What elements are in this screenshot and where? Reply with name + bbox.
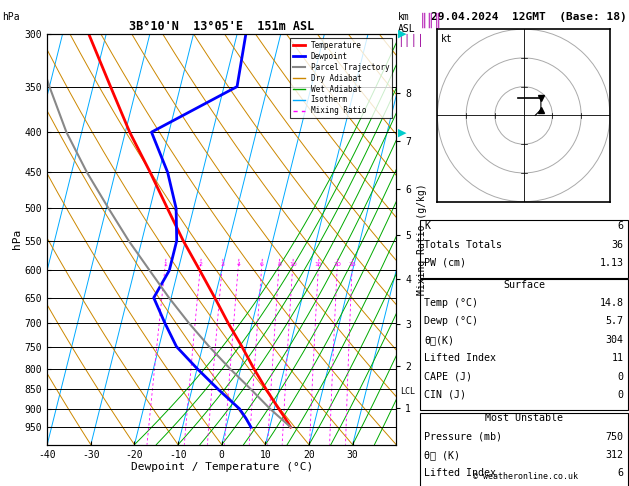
- X-axis label: Dewpoint / Temperature (°C): Dewpoint / Temperature (°C): [131, 462, 313, 472]
- Text: Temp (°C): Temp (°C): [425, 298, 478, 308]
- Text: 3: 3: [220, 262, 225, 267]
- Text: 0: 0: [618, 371, 623, 382]
- Text: 25: 25: [348, 262, 356, 267]
- Text: Dewp (°C): Dewp (°C): [425, 316, 478, 327]
- Text: hPa: hPa: [2, 12, 19, 22]
- Text: 36: 36: [611, 240, 623, 250]
- Text: Pressure (mb): Pressure (mb): [425, 432, 503, 442]
- Text: © weatheronline.co.uk: © weatheronline.co.uk: [473, 472, 577, 481]
- Text: 8: 8: [277, 262, 281, 267]
- Y-axis label: Mixing Ratio (g/kg): Mixing Ratio (g/kg): [417, 184, 426, 295]
- Text: 5.7: 5.7: [606, 316, 623, 327]
- Text: ▶: ▶: [398, 127, 406, 137]
- Text: θᴇ(K): θᴇ(K): [425, 335, 454, 345]
- Bar: [420, 279, 628, 410]
- Text: Totals Totals: Totals Totals: [425, 240, 503, 250]
- Text: CAPE (J): CAPE (J): [425, 371, 472, 382]
- Text: Lifted Index: Lifted Index: [425, 469, 496, 479]
- Text: 1.13: 1.13: [599, 258, 623, 268]
- Text: ASL: ASL: [398, 24, 415, 35]
- Text: Lifted Index: Lifted Index: [425, 353, 496, 363]
- Text: LCL: LCL: [401, 387, 415, 396]
- Text: 1: 1: [164, 262, 167, 267]
- Text: 6: 6: [618, 221, 623, 231]
- Bar: [420, 413, 628, 486]
- Text: kt: kt: [441, 35, 453, 44]
- Text: ▶: ▶: [398, 29, 406, 39]
- Text: 15: 15: [314, 262, 323, 267]
- Text: 6: 6: [618, 469, 623, 479]
- Text: 750: 750: [606, 432, 623, 442]
- Text: θᴇ (K): θᴇ (K): [425, 450, 460, 460]
- Bar: [420, 220, 628, 278]
- Y-axis label: hPa: hPa: [12, 229, 22, 249]
- Text: 10: 10: [289, 262, 297, 267]
- Text: PW (cm): PW (cm): [425, 258, 466, 268]
- Text: Most Unstable: Most Unstable: [485, 414, 563, 423]
- Text: 20: 20: [333, 262, 342, 267]
- Text: K: K: [425, 221, 430, 231]
- Text: 312: 312: [606, 450, 623, 460]
- Text: 304: 304: [606, 335, 623, 345]
- Text: Surface: Surface: [503, 279, 545, 290]
- Text: 0: 0: [618, 390, 623, 400]
- Text: km: km: [398, 12, 409, 22]
- Text: 11: 11: [611, 353, 623, 363]
- Text: 2: 2: [199, 262, 203, 267]
- Text: ││││: ││││: [398, 34, 425, 47]
- Text: 6: 6: [260, 262, 264, 267]
- Title: 3B°10'N  13°05'E  151m ASL: 3B°10'N 13°05'E 151m ASL: [129, 20, 314, 33]
- Text: 14.8: 14.8: [599, 298, 623, 308]
- Text: 4: 4: [237, 262, 240, 267]
- Text: ║║║: ║║║: [420, 12, 443, 28]
- Text: 29.04.2024  12GMT  (Base: 18): 29.04.2024 12GMT (Base: 18): [431, 12, 626, 22]
- Legend: Temperature, Dewpoint, Parcel Trajectory, Dry Adiabat, Wet Adiabat, Isotherm, Mi: Temperature, Dewpoint, Parcel Trajectory…: [290, 38, 392, 119]
- Text: CIN (J): CIN (J): [425, 390, 466, 400]
